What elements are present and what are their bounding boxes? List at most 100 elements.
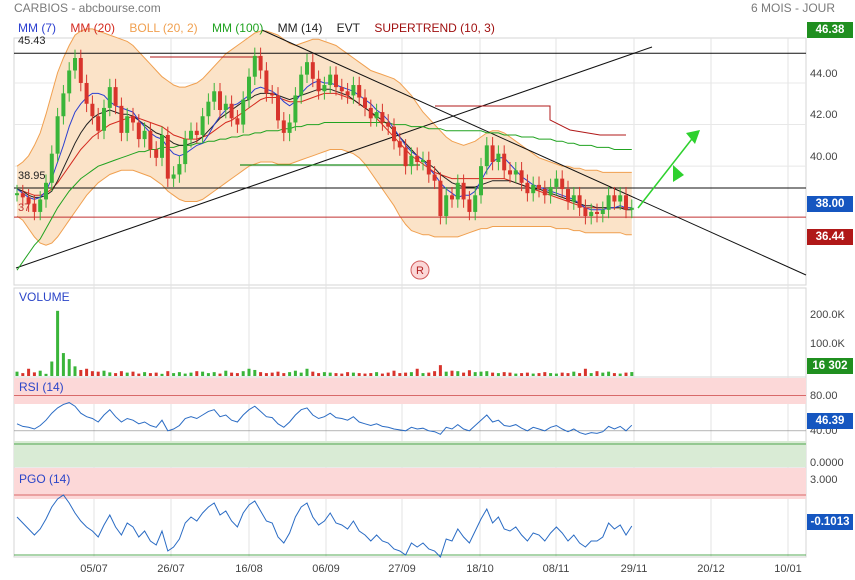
volume-bar: [404, 372, 408, 376]
price-high-badge: 46.38: [807, 22, 853, 38]
forecast-arrow: [637, 134, 696, 209]
candle-body: [606, 195, 611, 210]
volume-bar: [398, 373, 402, 376]
volume-bar: [583, 368, 587, 376]
candle-body: [531, 184, 536, 194]
candle-body: [189, 130, 193, 140]
pgo-panel-label: PGO (14): [19, 472, 71, 486]
volume-bar: [305, 368, 309, 376]
candle-body: [624, 195, 628, 210]
price-tick-42: 42.00: [810, 109, 838, 121]
ma100-line: [16, 122, 632, 271]
candle-body: [566, 189, 570, 202]
volume-bar: [491, 372, 495, 376]
volume-tick-200k: 200.0K: [810, 309, 845, 321]
legend-mm20[interactable]: MM (20): [70, 21, 116, 35]
volume-bar: [21, 373, 25, 376]
candle-body: [264, 70, 269, 94]
x-tick-label: 08/11: [542, 563, 570, 575]
volume-bar: [172, 373, 176, 376]
volume-bar: [578, 373, 582, 376]
volume-bar: [328, 372, 332, 376]
rsi-badge: 46.39: [807, 413, 853, 429]
legend-supertrend[interactable]: SUPERTREND (10, 3): [374, 21, 495, 35]
candle-body: [455, 182, 460, 200]
rsi-line: [16, 402, 633, 435]
candle-body: [548, 186, 553, 196]
candle-body: [322, 85, 327, 92]
candle-body: [461, 182, 466, 200]
volume-bar: [79, 369, 83, 376]
volume-bar: [531, 373, 535, 376]
event-marker-label: R: [416, 265, 424, 277]
volume-bar: [554, 373, 558, 376]
candle-body: [287, 122, 292, 133]
volume-bar: [195, 371, 199, 376]
period-label[interactable]: 6 MOIS - JOUR: [750, 1, 835, 15]
volume-bar: [421, 373, 425, 376]
candle-body: [148, 130, 153, 150]
volume-bar: [15, 371, 19, 376]
volume-bar: [212, 372, 216, 376]
candle-body: [171, 174, 176, 179]
candle-body: [131, 116, 135, 123]
volume-bar: [415, 368, 419, 376]
legend-mm7[interactable]: MM (7): [18, 21, 56, 35]
legend-mm100[interactable]: MM (100): [211, 21, 264, 35]
volume-bar: [189, 372, 193, 376]
volume-bar: [514, 373, 518, 376]
volume-bar: [433, 371, 437, 376]
candle-body: [397, 141, 402, 148]
candle-body: [502, 153, 507, 171]
candle-body: [212, 91, 217, 102]
legend-boll[interactable]: BOLL (20, 2): [129, 21, 198, 35]
candle-body: [600, 209, 605, 214]
volume-bar: [230, 372, 234, 376]
candle-body: [357, 85, 362, 98]
candle-body: [49, 153, 54, 183]
x-tick-label: 05/07: [80, 563, 108, 575]
x-tick-label: 06/09: [312, 563, 340, 575]
volume-bar: [456, 371, 460, 376]
candle-body: [38, 199, 43, 212]
legend-mm14[interactable]: MM (14): [277, 21, 323, 35]
volume-bar: [601, 372, 605, 376]
volume-bar: [409, 372, 413, 376]
candle-body: [368, 107, 373, 119]
volume-bar: [375, 372, 379, 376]
candle-body: [374, 112, 379, 119]
volume-bar: [311, 371, 315, 376]
x-tick-label: 27/09: [388, 563, 416, 575]
volume-bar: [566, 373, 570, 376]
volume-badge: 16 302: [807, 358, 853, 374]
volume-bar: [612, 373, 616, 376]
volume-bar: [543, 372, 547, 376]
candle-body: [218, 91, 222, 110]
candle-body: [20, 193, 25, 198]
volume-bar: [73, 366, 77, 376]
candle-body: [467, 199, 472, 212]
candle-body: [177, 164, 182, 175]
price-tick-44: 44.00: [810, 68, 838, 80]
pgo-line: [16, 494, 633, 558]
rsi-tick-0: 0.0000: [810, 457, 844, 469]
candle-body: [293, 95, 298, 123]
resistance-trendline: [261, 29, 807, 276]
forecast-arrow-head: [686, 130, 700, 144]
volume-bar: [485, 371, 489, 376]
rsi-oversold-zone: [14, 441, 806, 467]
volume-bar: [270, 372, 274, 376]
volume-bar: [520, 373, 524, 376]
x-tick-label: 29/11: [620, 563, 648, 575]
legend-evt[interactable]: EVT: [336, 21, 361, 35]
volume-bar: [241, 371, 245, 376]
candle-body: [276, 95, 280, 121]
bollinger-band-fill: [17, 28, 632, 246]
volume-bar: [247, 368, 251, 376]
panel-frame: [13, 287, 807, 378]
rsi-tick-80: 80.00: [810, 390, 838, 402]
volume-bar: [137, 373, 141, 376]
volume-bar: [38, 370, 42, 376]
candle-body: [542, 189, 547, 196]
candle-body: [32, 203, 37, 212]
